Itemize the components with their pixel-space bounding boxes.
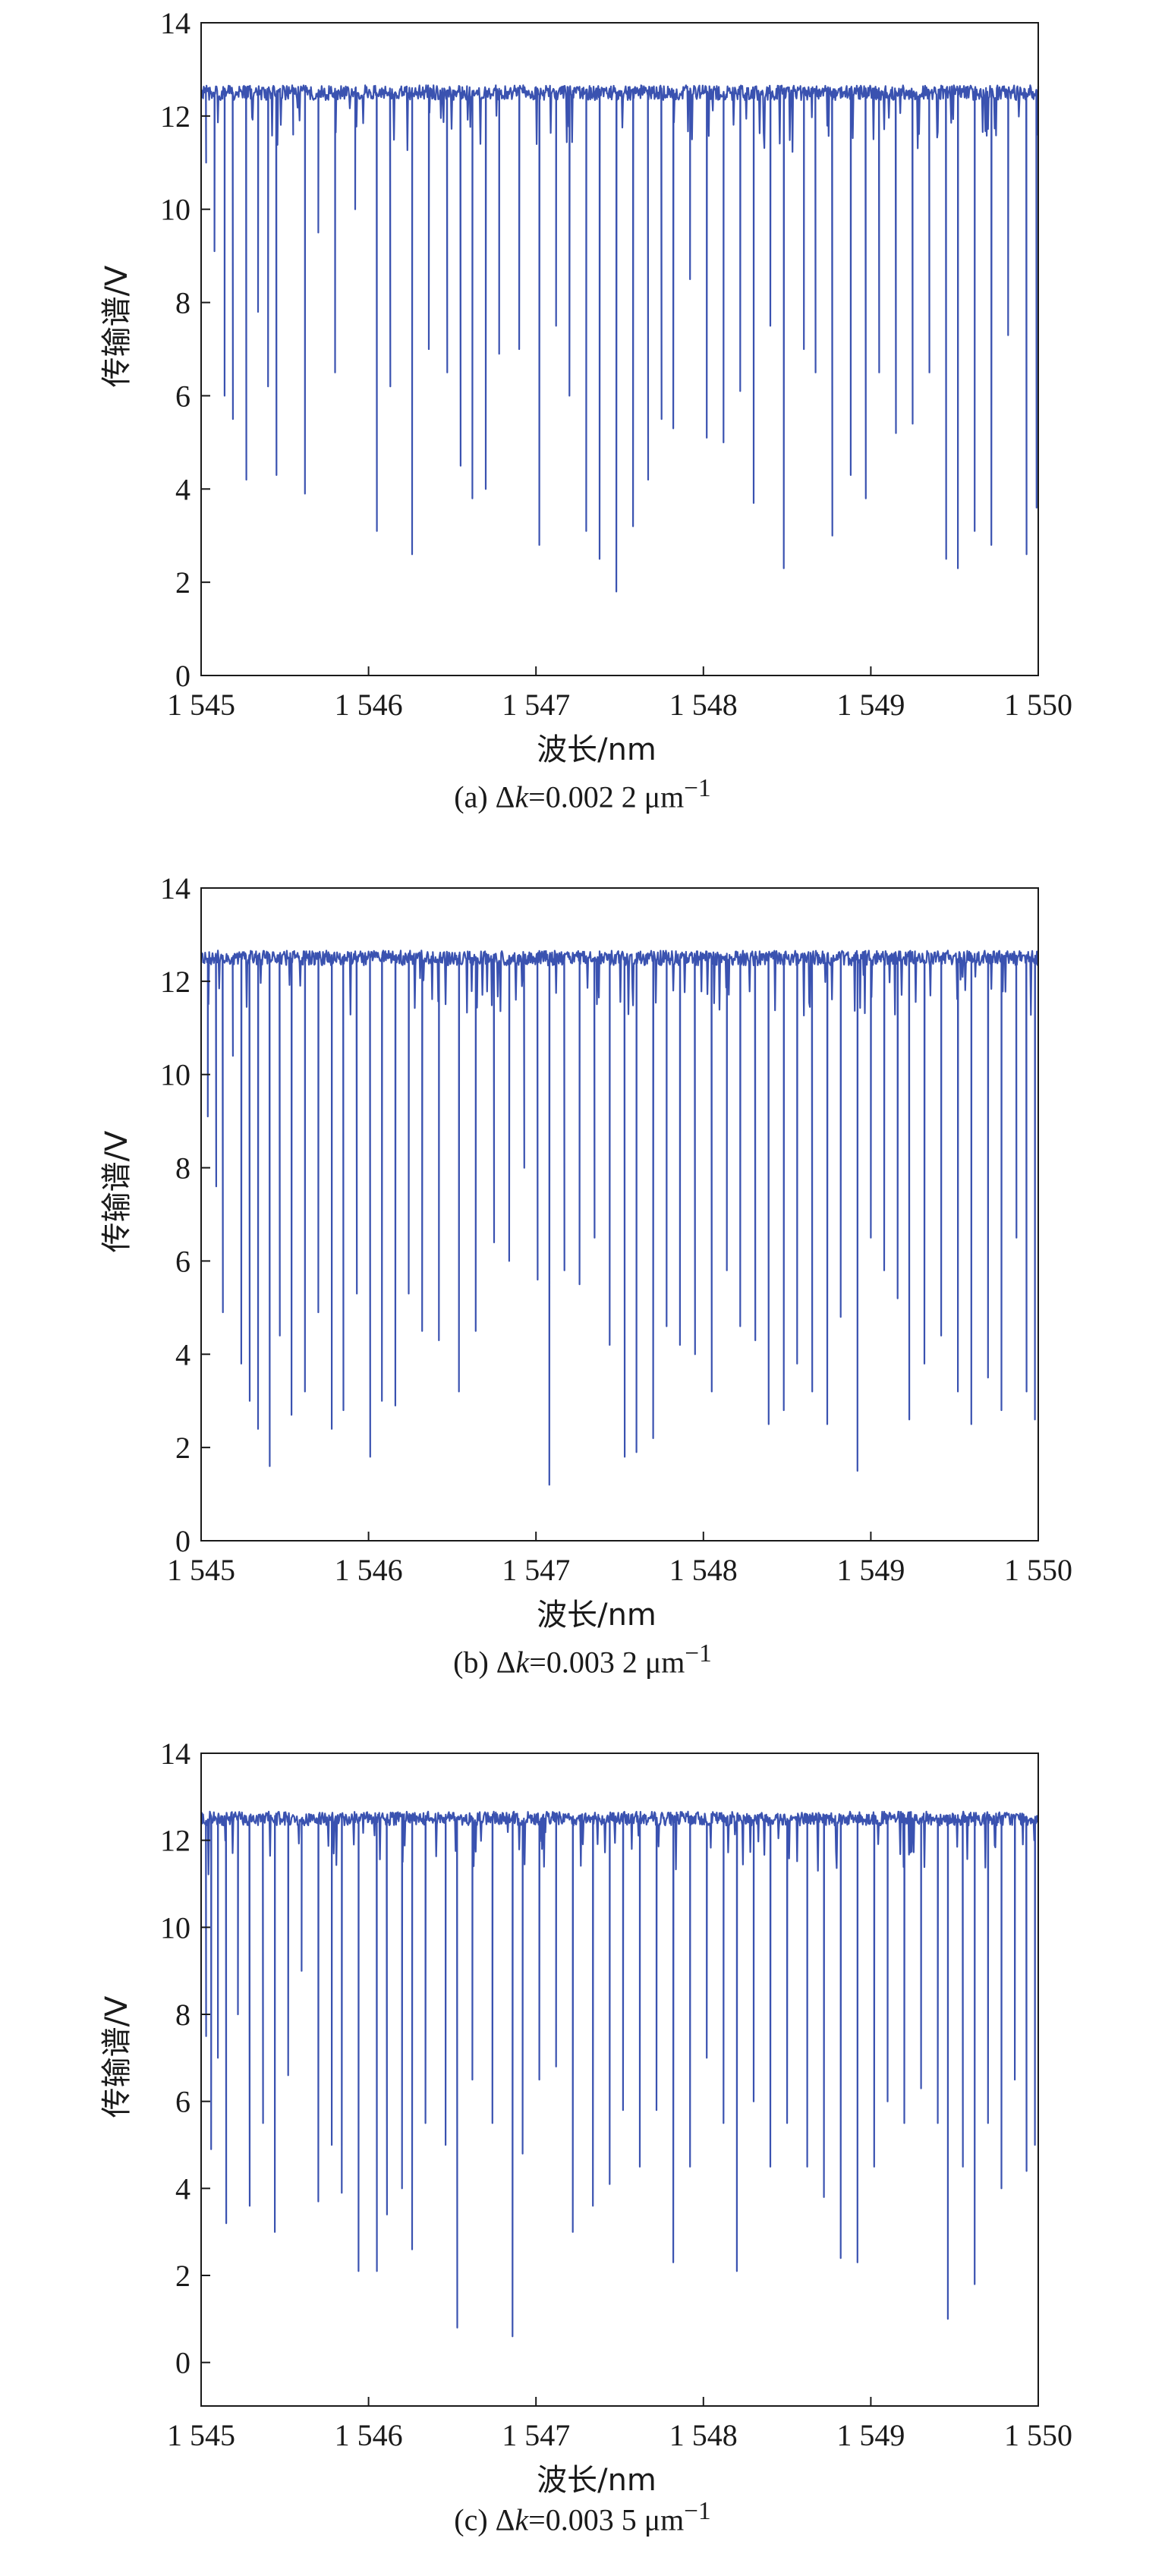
x-axis-label: 波长/nm — [537, 2463, 656, 2498]
y-axis-label-wrap: 传输谱/V — [91, 175, 137, 478]
x-tick-label: 1 545 — [167, 2418, 235, 2452]
y-tick-label: 12 — [160, 1824, 190, 1858]
x-tick-label: 1 547 — [502, 2418, 570, 2452]
y-tick-label: 14 — [160, 1737, 190, 1771]
y-axis-label-wrap: 传输谱/V — [91, 1040, 137, 1343]
caption-prefix: (b) Δ — [453, 1645, 516, 1680]
x-axis-label: 波长/nm — [537, 1598, 656, 1633]
x-tick-label: 1 549 — [836, 2418, 905, 2452]
y-tick-label: 10 — [160, 193, 190, 227]
y-tick-label: 4 — [175, 472, 190, 506]
y-tick-label: 0 — [175, 1524, 190, 1558]
y-tick-label: 0 — [175, 659, 190, 693]
x-tick-label: 1 546 — [335, 688, 403, 722]
y-tick-label: 14 — [160, 6, 190, 40]
caption-k: k — [515, 779, 529, 814]
y-tick-label: 2 — [175, 2259, 190, 2293]
chart-a-svg: 0 2 4 6 8 10 12 14 1 545 1 546 1 547 1 548 1 549 1 55… — [160, 6, 1072, 722]
chart-caption-b: (b) Δk=0.003 2 μm−1 — [0, 1639, 1165, 1680]
chart-caption-a: (a) Δk=0.002 2 μm−1 — [0, 774, 1165, 814]
plot-frame — [200, 887, 1039, 1542]
x-tick-label: 1 547 — [502, 688, 570, 722]
chart-c-svg: 0 2 4 6 8 10 12 14 1 545 1 546 1 547 1 548 1 549 1 55… — [160, 1737, 1072, 2452]
x-tick-label: 1 545 — [167, 688, 235, 722]
y-tick-label: 6 — [175, 379, 190, 413]
chart-panel-b: 0 2 4 6 8 10 12 14 1 545 1 546 1 547 1 548 1 549 1 55… — [0, 865, 1165, 1711]
y-axis-label: 传输谱/V — [99, 1995, 134, 2118]
y-tick-label: 8 — [175, 1998, 190, 2032]
y-axis-label: 传输谱/V — [99, 1130, 134, 1253]
caption-value: =0.003 5 μm — [528, 2502, 685, 2537]
caption-prefix: (a) Δ — [454, 779, 515, 814]
spectrum-line — [200, 84, 1040, 593]
caption-sup: −1 — [684, 2497, 711, 2525]
y-tick-label: 2 — [175, 1431, 190, 1465]
plot-frame — [200, 1752, 1039, 2407]
y-tick-label: 4 — [175, 1337, 190, 1371]
y-tick-label: 12 — [160, 99, 190, 134]
x-tick-label: 1 550 — [1004, 2418, 1072, 2452]
chart-panel-a: 0 2 4 6 8 10 12 14 1 545 1 546 1 547 1 548 1 549 1 55… — [0, 0, 1165, 846]
y-axis-label: 传输谱/V — [99, 265, 134, 388]
x-tick-label: 1 546 — [335, 2418, 403, 2452]
x-tick-label: 1 548 — [669, 2418, 738, 2452]
caption-sup: −1 — [685, 1639, 712, 1667]
x-tick-label: 1 550 — [1004, 1553, 1072, 1587]
y-tick-label: 0 — [175, 2346, 190, 2380]
chart-panel-c: 0 2 4 6 8 10 12 14 1 545 1 546 1 547 1 548 1 549 1 55… — [0, 1730, 1165, 2576]
y-tick-label: 8 — [175, 1151, 190, 1186]
y-tick-label: 14 — [160, 871, 190, 905]
x-tick-label: 1 550 — [1004, 688, 1072, 722]
caption-value: =0.003 2 μm — [529, 1645, 685, 1680]
x-tick-label: 1 545 — [167, 1553, 235, 1587]
y-axis-label-wrap: 传输谱/V — [91, 1905, 137, 2209]
chart-caption-c: (c) Δk=0.003 5 μm−1 — [0, 2497, 1165, 2537]
caption-k: k — [515, 2502, 529, 2537]
y-tick-label: 10 — [160, 1058, 190, 1092]
caption-k: k — [515, 1645, 530, 1680]
y-tick-label: 6 — [175, 1244, 190, 1278]
x-tick-label: 1 548 — [669, 688, 738, 722]
caption-prefix: (c) Δ — [454, 2502, 515, 2537]
y-tick-label: 12 — [160, 965, 190, 999]
spectrum-line — [200, 949, 1039, 1486]
chart-b-svg: 0 2 4 6 8 10 12 14 1 545 1 546 1 547 1 548 1 549 1 55… — [160, 871, 1072, 1587]
y-tick-label: 8 — [175, 286, 190, 320]
y-tick-label: 6 — [175, 2085, 190, 2119]
caption-value: =0.002 2 μm — [528, 779, 685, 814]
x-tick-label: 1 547 — [502, 1553, 570, 1587]
y-tick-label: 2 — [175, 565, 190, 600]
spectrum-line — [200, 1810, 1040, 2338]
y-tick-label: 4 — [175, 2171, 190, 2206]
plot-frame — [200, 22, 1039, 676]
y-tick-label: 10 — [160, 1910, 190, 1945]
x-tick-label: 1 546 — [335, 1553, 403, 1587]
x-tick-label: 1 548 — [669, 1553, 738, 1587]
caption-sup: −1 — [684, 774, 711, 802]
x-tick-label: 1 549 — [836, 1553, 905, 1587]
x-tick-label: 1 549 — [836, 688, 905, 722]
x-axis-label: 波长/nm — [537, 732, 656, 767]
